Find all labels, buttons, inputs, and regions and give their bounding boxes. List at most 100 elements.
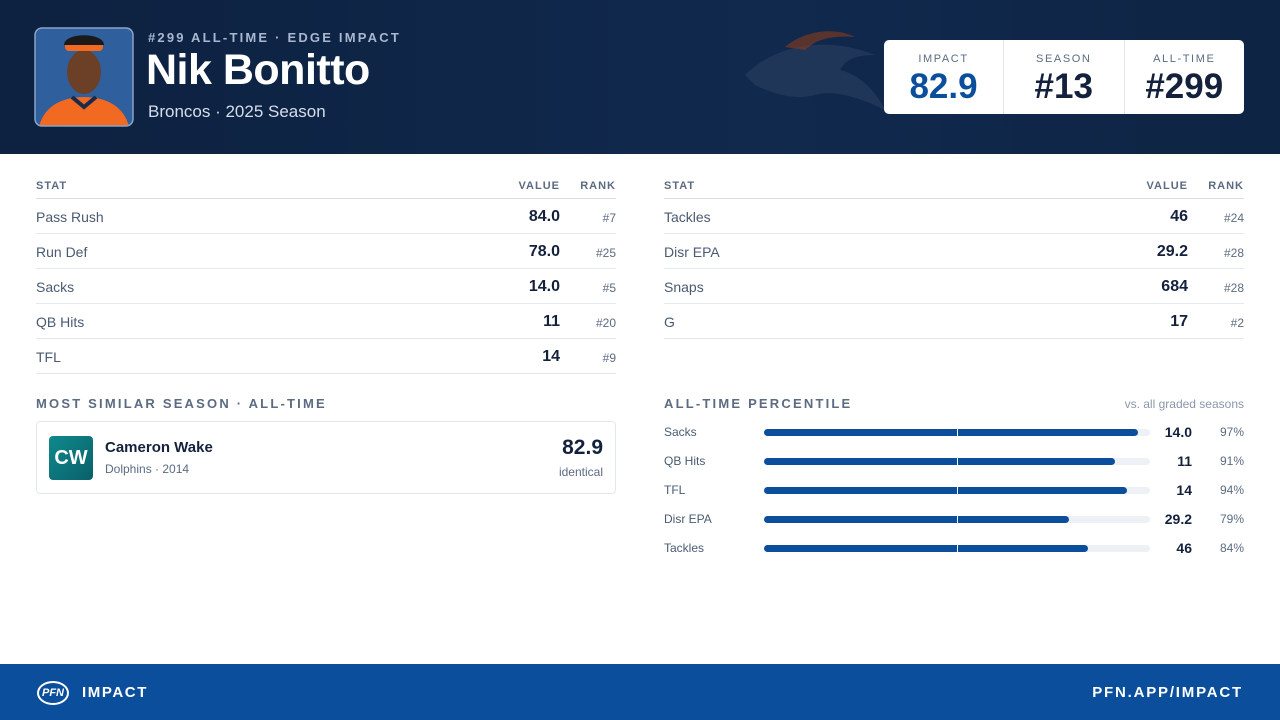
score-value: #299 <box>1145 67 1224 106</box>
stat-value: 17 <box>1170 313 1188 330</box>
player-photo <box>34 27 134 127</box>
stat-name: TFL <box>36 349 61 365</box>
score-label: SEASON <box>1036 53 1092 65</box>
section-note: vs. all graded seasons <box>1124 397 1244 411</box>
table-row: Snaps 684 #28 <box>664 269 1244 304</box>
percentile-track <box>764 429 1150 436</box>
stat-value: 84.0 <box>528 208 560 225</box>
stat-name: Snaps <box>664 279 704 295</box>
initials-badge: CW <box>49 436 93 480</box>
footer-logo: PFN <box>37 681 69 705</box>
percentile-bar <box>764 516 1069 523</box>
percentile-stat: Disr EPA <box>664 512 712 526</box>
column-header: STAT <box>36 180 68 192</box>
similar-note: identical <box>558 465 603 479</box>
median-marker <box>957 487 958 494</box>
stat-name: Sacks <box>36 279 75 295</box>
column-header: VALUE <box>1146 180 1188 192</box>
table-header: STAT VALUE RANK <box>36 180 616 199</box>
similar-detail: Dolphins · 2014 <box>105 462 190 476</box>
stat-name: G <box>664 314 675 330</box>
percentile-track <box>764 487 1150 494</box>
header: #299 ALL-TIME · EDGE IMPACT Nik Bonitto … <box>0 0 1280 154</box>
stat-name: Pass Rush <box>36 209 104 225</box>
percentile-value: 11 <box>1177 453 1192 469</box>
column-header: RANK <box>580 180 616 192</box>
column-header: RANK <box>1208 180 1244 192</box>
table-row: Sacks 14.0 #5 <box>36 269 616 304</box>
percentile-bar <box>764 429 1139 436</box>
percentile-label: 84% <box>1219 541 1244 555</box>
stat-rank: #20 <box>595 316 616 330</box>
table-header: STAT VALUE RANK <box>664 180 1244 199</box>
team-logo-watermark <box>745 31 885 110</box>
score-label: ALL-TIME <box>1153 53 1216 65</box>
similar-name: Cameron Wake <box>105 439 213 456</box>
stat-rank: #2 <box>1230 316 1244 330</box>
percentile-stat: Tackles <box>664 541 705 555</box>
percentile-stat: TFL <box>664 483 686 497</box>
stat-name: QB Hits <box>36 314 85 330</box>
percentile-value: 29.2 <box>1164 511 1192 527</box>
stat-value: 11 <box>543 313 560 330</box>
score-boxes: IMPACT 82.9 SEASON #13 ALL-TIME #299 <box>884 40 1244 114</box>
stat-rank: #28 <box>1223 281 1244 295</box>
percentile-label: 91% <box>1219 454 1244 468</box>
table-row: G 17 #2 <box>664 304 1244 339</box>
score-value: 82.9 <box>909 67 978 106</box>
percentile-label: 97% <box>1219 425 1244 439</box>
player-name: Nik Bonitto <box>146 46 370 94</box>
stat-value: 684 <box>1161 278 1188 295</box>
similar-card: CW Cameron Wake Dolphins · 2014 82.9 ide… <box>36 421 616 494</box>
stat-value: 29.2 <box>1156 243 1188 260</box>
table-row: TFL 14 #9 <box>36 339 616 374</box>
percentile-stat: Sacks <box>664 425 697 439</box>
stat-rank: #24 <box>1223 211 1244 225</box>
median-marker <box>957 516 958 523</box>
stat-name: Tackles <box>664 209 711 225</box>
percentile-track <box>764 458 1150 465</box>
stat-value: 14.0 <box>528 278 560 295</box>
column-header: VALUE <box>518 180 560 192</box>
percentile-value: 46 <box>1176 540 1192 556</box>
eyebrow: #299 ALL-TIME · EDGE IMPACT <box>148 30 401 45</box>
percentile-track <box>764 516 1150 523</box>
table-row: QB Hits 11 #20 <box>36 304 616 339</box>
stat-value: 46 <box>1170 208 1188 225</box>
score-box: IMPACT 82.9 <box>884 40 1003 114</box>
score-box: ALL-TIME #299 <box>1123 40 1245 114</box>
footer: PFN IMPACT PFN.APP/IMPACT <box>0 664 1280 720</box>
footer-brand: IMPACT <box>82 684 148 701</box>
stat-name: Run Def <box>36 244 88 260</box>
median-marker <box>957 545 958 552</box>
section-heading: ALL-TIME PERCENTILE <box>664 396 853 411</box>
stat-value: 14 <box>542 348 560 365</box>
percentile-track <box>764 545 1150 552</box>
table-row: Run Def 78.0 #25 <box>36 234 616 269</box>
percentile-bar <box>764 487 1127 494</box>
table-row: Tackles 46 #24 <box>664 199 1244 234</box>
stat-rank: #25 <box>595 246 616 260</box>
column-header: STAT <box>664 180 696 192</box>
stat-value: 78.0 <box>528 243 560 260</box>
score-box: SEASON #13 <box>1003 40 1124 114</box>
stat-rank: #5 <box>602 281 616 295</box>
percentile-stat: QB Hits <box>664 454 706 468</box>
footer-url: PFN.APP/IMPACT <box>1092 684 1243 701</box>
similar-score: 82.9 <box>562 436 603 459</box>
table-row: Pass Rush 84.0 #7 <box>36 199 616 234</box>
median-marker <box>957 429 958 436</box>
score-value: #13 <box>1034 67 1093 106</box>
stat-rank: #7 <box>602 211 616 225</box>
subtitle: Broncos · 2025 Season <box>148 102 326 121</box>
percentile-label: 79% <box>1219 512 1244 526</box>
table-row: Disr EPA 29.2 #28 <box>664 234 1244 269</box>
percentile-value: 14 <box>1176 482 1192 498</box>
stat-name: Disr EPA <box>664 244 720 260</box>
percentile-bar <box>764 458 1116 465</box>
stat-rank: #28 <box>1223 246 1244 260</box>
percentile-label: 94% <box>1219 483 1244 497</box>
stat-rank: #9 <box>602 351 616 365</box>
percentile-value: 14.0 <box>1164 424 1192 440</box>
